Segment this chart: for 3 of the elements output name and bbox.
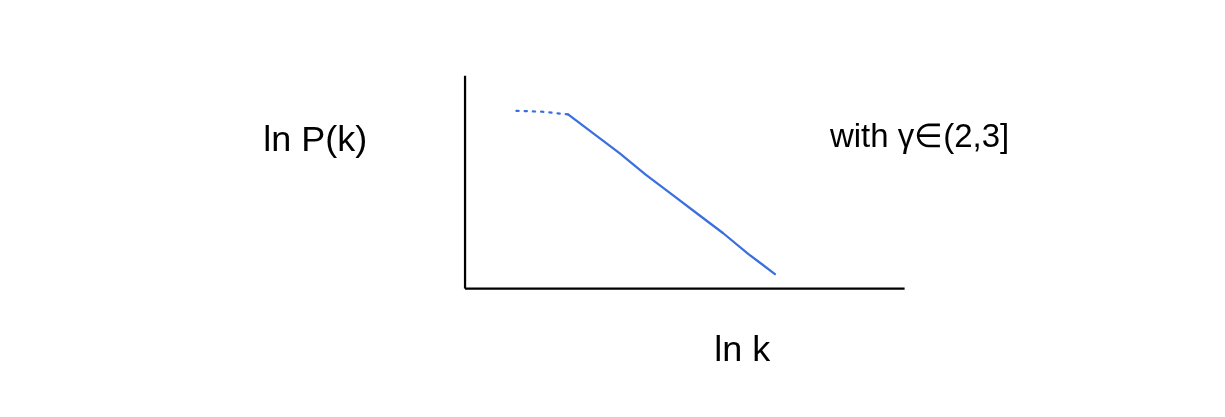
x-axis-title: ln k bbox=[714, 328, 772, 370]
y-axis-title: ln P(k) bbox=[263, 118, 368, 160]
annotation: with γ∈(2,3] bbox=[828, 116, 1010, 154]
